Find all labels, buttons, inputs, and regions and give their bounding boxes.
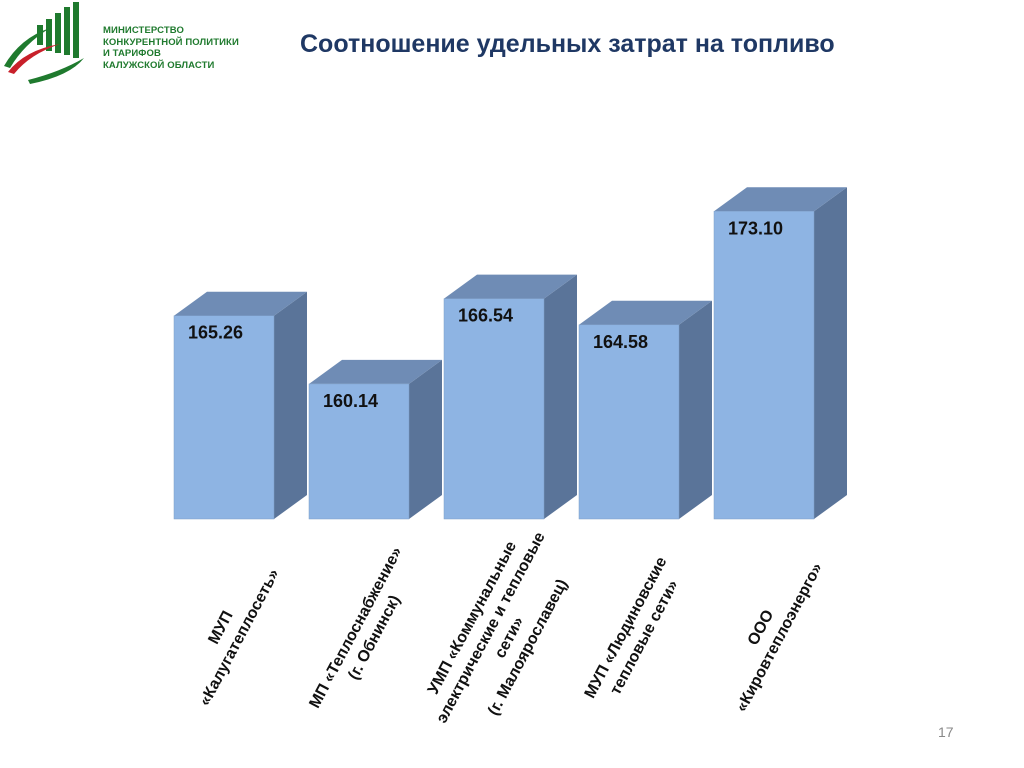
logo-line-1: МИНИСТЕРСТВО — [103, 25, 184, 36]
ministry-emblem-icon — [4, 2, 84, 84]
bar — [308, 383, 410, 520]
bar — [443, 298, 545, 520]
bar-top — [309, 359, 442, 384]
page-number: 17 — [938, 724, 954, 740]
bar-side — [544, 274, 577, 519]
category-label: ООО«Кировтеплоэнерго» — [733, 560, 826, 715]
bar — [713, 211, 815, 520]
category-label: МП «Теплоснабжение»(г. Обнинск) — [306, 544, 405, 711]
bar-side — [409, 359, 442, 519]
bar-top — [444, 274, 577, 299]
bar-side — [679, 300, 712, 519]
data-label: 165.26 — [188, 323, 243, 343]
data-label: 164.58 — [593, 332, 648, 352]
logo-line-3: И ТАРИФОВ — [103, 48, 161, 59]
logo-line-2: КОНКУРЕНТНОЙ ПОЛИТИКИ — [103, 36, 239, 48]
slide-title: Соотношение удельных затрат на топливо — [300, 30, 835, 58]
data-label: 173.10 — [728, 218, 783, 238]
data-label: 160.14 — [323, 391, 378, 411]
category-label: МУП«Калугатеплосеть» — [196, 566, 283, 708]
category-label-line: МП «Теплоснабжение» — [306, 544, 405, 711]
bar-top — [579, 300, 712, 325]
bar — [578, 324, 680, 520]
ministry-logo: МИНИСТЕРСТВО КОНКУРЕНТНОЙ ПОЛИТИКИ И ТАР… — [0, 0, 240, 90]
ministry-name: МИНИСТЕРСТВО КОНКУРЕНТНОЙ ПОЛИТИКИ И ТАР… — [103, 25, 263, 71]
logo-line-4: КАЛУЖСКОЙ ОБЛАСТИ — [103, 59, 215, 71]
bar-side — [814, 187, 847, 520]
bar-top — [174, 291, 307, 316]
bar — [173, 315, 275, 520]
data-label: 166.54 — [458, 306, 513, 326]
bar-side — [274, 291, 307, 519]
bar-top — [714, 187, 847, 212]
